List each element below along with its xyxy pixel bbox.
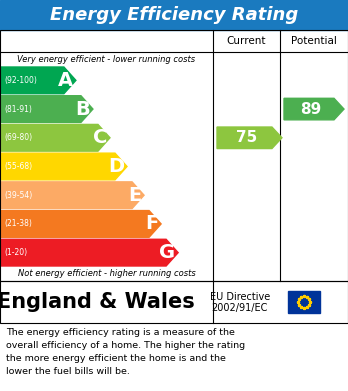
Text: overall efficiency of a home. The higher the rating: overall efficiency of a home. The higher… [6,341,245,350]
Polygon shape [0,96,93,122]
Text: Energy Efficiency Rating: Energy Efficiency Rating [50,6,298,24]
Polygon shape [0,239,178,266]
Text: EU Directive: EU Directive [210,292,270,302]
Text: G: G [159,243,175,262]
Polygon shape [0,211,161,237]
Text: (55-68): (55-68) [4,162,32,171]
Text: England & Wales: England & Wales [0,292,195,312]
Polygon shape [0,182,144,208]
Bar [0,0,348,30]
Text: E: E [128,186,141,205]
Polygon shape [0,124,110,151]
Text: The energy efficiency rating is a measure of the: The energy efficiency rating is a measur… [6,328,235,337]
Text: D: D [108,157,124,176]
Bar [0,281,348,323]
Polygon shape [284,98,344,120]
Text: 2002/91/EC: 2002/91/EC [212,303,268,313]
Text: C: C [93,128,107,147]
Text: Current: Current [227,36,266,46]
Text: (21-38): (21-38) [4,219,32,228]
Text: A: A [58,71,73,90]
Polygon shape [217,127,282,149]
Bar [288,291,320,313]
Text: (39-54): (39-54) [4,191,32,200]
Text: Not energy efficient - higher running costs: Not energy efficient - higher running co… [18,269,195,278]
Text: the more energy efficient the home is and the: the more energy efficient the home is an… [6,354,226,363]
Text: (69-80): (69-80) [4,133,32,142]
Text: 75: 75 [236,130,257,145]
Text: (92-100): (92-100) [4,76,37,85]
Text: 89: 89 [300,102,322,117]
Polygon shape [0,67,76,94]
Text: Potential: Potential [291,36,337,46]
Text: lower the fuel bills will be.: lower the fuel bills will be. [6,367,130,376]
Bar [0,30,348,281]
Polygon shape [0,153,127,180]
Text: F: F [145,214,158,233]
Text: B: B [75,100,90,118]
Text: (81-91): (81-91) [4,104,32,113]
Text: (1-20): (1-20) [4,248,27,257]
Text: Very energy efficient - lower running costs: Very energy efficient - lower running co… [17,54,196,63]
